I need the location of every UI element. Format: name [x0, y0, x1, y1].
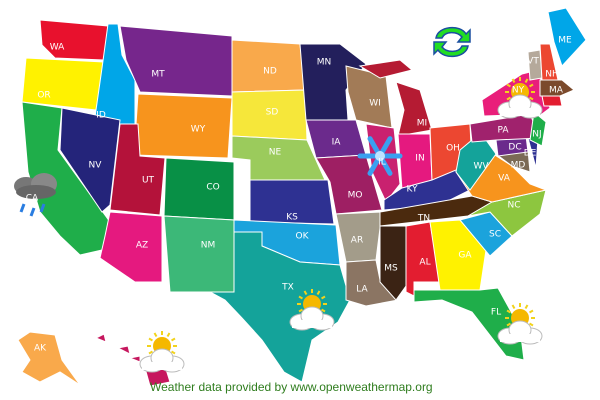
weather-credit-link[interactable]: Weather data provided by www.openweather…	[150, 380, 433, 394]
state-nd[interactable]	[231, 39, 306, 93]
state-label: HI	[115, 358, 124, 368]
state-nj[interactable]	[529, 111, 547, 147]
state-wa[interactable]	[39, 19, 109, 61]
state-me[interactable]	[547, 7, 587, 67]
state-nv[interactable]	[59, 107, 121, 213]
partly-sunny-icon[interactable]	[139, 331, 185, 373]
state-ma[interactable]	[539, 79, 575, 97]
state-ms[interactable]	[379, 225, 407, 301]
state-nm[interactable]	[163, 215, 235, 293]
state-sd[interactable]	[231, 89, 308, 141]
state-tx[interactable]	[209, 231, 351, 383]
partly-sunny-icon[interactable]	[289, 289, 335, 331]
state-ct[interactable]	[541, 95, 563, 107]
state-nh[interactable]	[539, 43, 559, 81]
state-ia[interactable]	[305, 119, 367, 159]
state-ut[interactable]	[109, 123, 166, 216]
state-mt[interactable]	[119, 25, 233, 97]
state-wy[interactable]	[133, 93, 233, 159]
rain-cloud-icon[interactable]	[14, 173, 57, 217]
state-ne[interactable]	[231, 135, 326, 181]
state-or[interactable]	[21, 57, 105, 111]
state-la[interactable]	[345, 259, 399, 307]
state-ks[interactable]	[249, 179, 335, 225]
state-ak[interactable]	[17, 331, 81, 386]
state-fl[interactable]	[413, 287, 525, 361]
state-hi[interactable]	[94, 333, 171, 387]
state-vt[interactable]	[527, 49, 543, 81]
state-ga[interactable]	[429, 219, 487, 291]
state-ar[interactable]	[335, 211, 383, 263]
state-id[interactable]	[93, 23, 136, 129]
refresh-arrows-icon[interactable]	[430, 22, 474, 62]
partly-sunny-icon[interactable]	[497, 77, 543, 119]
partly-sunny-icon[interactable]	[497, 303, 543, 345]
state-mi[interactable]	[358, 59, 433, 137]
state-az[interactable]	[99, 211, 163, 283]
snowflake-icon[interactable]	[357, 136, 403, 176]
state-co[interactable]	[163, 157, 235, 221]
